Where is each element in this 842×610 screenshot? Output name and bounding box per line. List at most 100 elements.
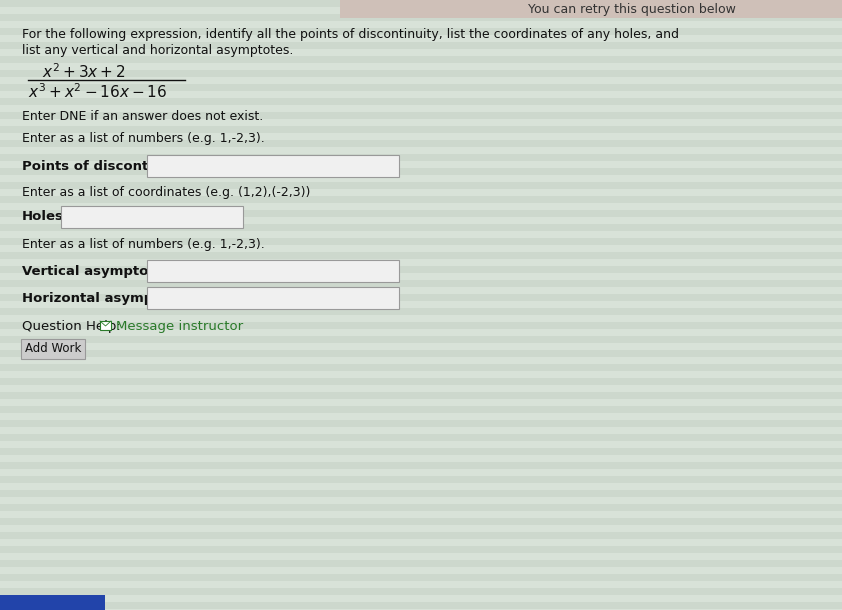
Bar	[0, 322, 842, 329]
Bar	[0, 343, 842, 350]
Bar	[0, 189, 842, 196]
Bar	[0, 280, 842, 287]
Bar	[0, 161, 842, 168]
Bar	[0, 168, 842, 175]
Bar	[0, 427, 842, 434]
Bar	[0, 49, 842, 56]
Bar	[0, 231, 842, 238]
Text: Horizontal asymptote: y =: Horizontal asymptote: y =	[22, 292, 218, 305]
Bar	[0, 105, 842, 112]
Bar	[0, 112, 842, 119]
Bar	[0, 196, 842, 203]
Bar	[0, 434, 842, 441]
Text: Message instructor: Message instructor	[116, 320, 243, 333]
Bar	[0, 476, 842, 483]
Bar	[0, 175, 842, 182]
Text: For the following expression, identify all the points of discontinuity, list the: For the following expression, identify a…	[22, 28, 679, 41]
Bar	[0, 126, 842, 133]
Bar	[100, 321, 111, 330]
Bar	[0, 42, 842, 49]
Bar	[0, 140, 842, 147]
Bar	[0, 287, 842, 294]
Bar	[0, 413, 842, 420]
Bar	[0, 245, 842, 252]
Bar	[0, 70, 842, 77]
Bar	[0, 462, 842, 469]
Text: Enter DNE if an answer does not exist.: Enter DNE if an answer does not exist.	[22, 110, 264, 123]
Bar	[0, 91, 842, 98]
Bar	[0, 448, 842, 455]
Bar	[340, 0, 842, 18]
Bar	[0, 595, 105, 610]
Text: You can retry this question below: You can retry this question below	[528, 2, 736, 15]
Text: list any vertical and horizontal asymptotes.: list any vertical and horizontal asympto…	[22, 44, 293, 57]
Bar	[0, 595, 842, 602]
Text: $x^2+3x+2$: $x^2+3x+2$	[42, 62, 125, 81]
Bar	[0, 504, 842, 511]
Bar	[0, 119, 842, 126]
Bar	[0, 350, 842, 357]
Bar	[0, 308, 842, 315]
Bar	[0, 602, 842, 609]
Bar	[0, 210, 842, 217]
Text: Points of discontinuity:: Points of discontinuity:	[22, 160, 197, 173]
Bar	[0, 259, 842, 266]
Bar	[0, 224, 842, 231]
Bar	[0, 21, 842, 28]
Bar	[0, 203, 842, 210]
Bar	[0, 609, 842, 610]
Bar	[0, 154, 842, 161]
Bar	[0, 539, 842, 546]
Bar	[0, 329, 842, 336]
Bar	[0, 371, 842, 378]
Bar	[0, 238, 842, 245]
Bar	[0, 525, 842, 532]
Bar	[0, 7, 842, 14]
Bar	[0, 483, 842, 490]
Text: Enter as a list of coordinates (e.g. (1,2),(-2,3)): Enter as a list of coordinates (e.g. (1,…	[22, 186, 311, 199]
Bar	[0, 357, 842, 364]
Bar	[0, 560, 842, 567]
Bar	[0, 532, 842, 539]
FancyBboxPatch shape	[147, 287, 399, 309]
FancyBboxPatch shape	[147, 155, 399, 177]
Bar	[0, 420, 842, 427]
Bar	[0, 273, 842, 280]
Bar	[0, 497, 842, 504]
Bar	[0, 63, 842, 70]
Text: Holes:: Holes:	[22, 210, 69, 223]
Bar	[0, 469, 842, 476]
Bar	[0, 441, 842, 448]
Bar	[0, 252, 842, 259]
Text: Enter as a list of numbers (e.g. 1,-2,3).: Enter as a list of numbers (e.g. 1,-2,3)…	[22, 238, 264, 251]
Bar	[0, 588, 842, 595]
Bar	[0, 364, 842, 371]
Bar	[0, 581, 842, 588]
Bar	[0, 455, 842, 462]
Bar	[0, 301, 842, 308]
Bar	[0, 406, 842, 413]
Bar	[0, 378, 842, 385]
Bar	[0, 294, 842, 301]
Bar	[0, 490, 842, 497]
Bar	[0, 315, 842, 322]
Bar	[0, 518, 842, 525]
FancyBboxPatch shape	[61, 206, 243, 228]
FancyBboxPatch shape	[21, 339, 85, 359]
Bar	[0, 147, 842, 154]
Bar	[0, 553, 842, 560]
Bar	[0, 98, 842, 105]
Bar	[0, 84, 842, 91]
Text: Enter as a list of numbers (e.g. 1,-2,3).: Enter as a list of numbers (e.g. 1,-2,3)…	[22, 132, 264, 145]
Bar	[0, 574, 842, 581]
Bar	[0, 28, 842, 35]
Bar	[0, 77, 842, 84]
Text: Vertical asymptotes: x =: Vertical asymptotes: x =	[22, 265, 205, 278]
FancyBboxPatch shape	[147, 260, 399, 282]
Bar	[0, 182, 842, 189]
Bar	[0, 546, 842, 553]
Text: $x^3+x^2-16x-16$: $x^3+x^2-16x-16$	[28, 82, 168, 101]
Bar	[0, 14, 842, 21]
Bar	[0, 392, 842, 399]
Bar	[0, 336, 842, 343]
